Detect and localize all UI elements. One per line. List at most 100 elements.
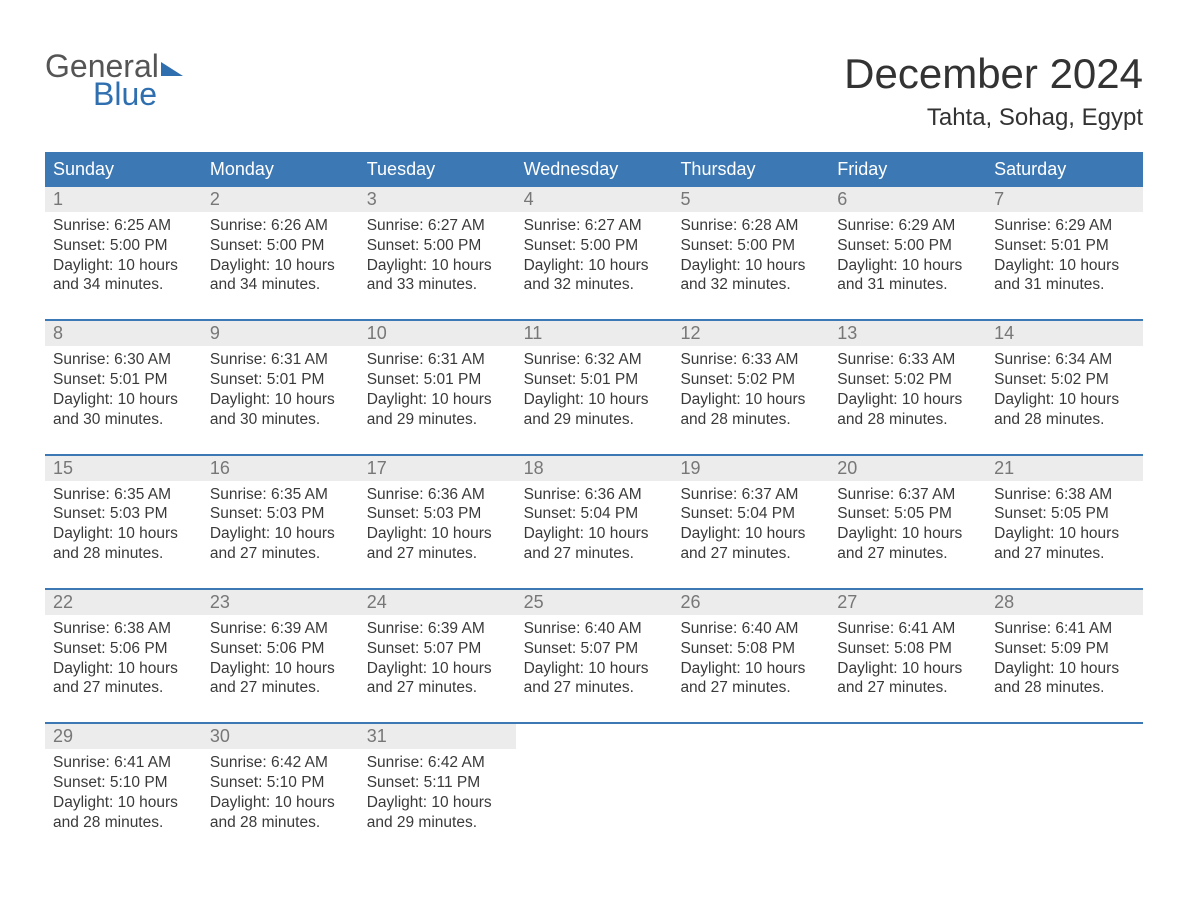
calendar-day: 5Sunrise: 6:28 AMSunset: 5:00 PMDaylight…	[672, 187, 829, 307]
sunrise-line: Sunrise: 6:31 AM	[367, 350, 508, 370]
day-details: Sunrise: 6:36 AMSunset: 5:04 PMDaylight:…	[516, 481, 673, 564]
sunset-line: Sunset: 5:09 PM	[994, 639, 1135, 659]
day-of-week-label: Saturday	[986, 152, 1143, 187]
daylight-line: Daylight: 10 hours and 27 minutes.	[524, 659, 665, 699]
sunset-line: Sunset: 5:00 PM	[680, 236, 821, 256]
calendar-day: 17Sunrise: 6:36 AMSunset: 5:03 PMDayligh…	[359, 456, 516, 576]
calendar-day: 24Sunrise: 6:39 AMSunset: 5:07 PMDayligh…	[359, 590, 516, 710]
daylight-line: Daylight: 10 hours and 27 minutes.	[680, 524, 821, 564]
day-details: Sunrise: 6:33 AMSunset: 5:02 PMDaylight:…	[672, 346, 829, 429]
sunset-line: Sunset: 5:03 PM	[53, 504, 194, 524]
calendar-day: 14Sunrise: 6:34 AMSunset: 5:02 PMDayligh…	[986, 321, 1143, 441]
calendar: SundayMondayTuesdayWednesdayThursdayFrid…	[45, 152, 1143, 845]
calendar-day: 26Sunrise: 6:40 AMSunset: 5:08 PMDayligh…	[672, 590, 829, 710]
day-number	[672, 724, 829, 749]
day-number: 11	[516, 321, 673, 346]
calendar-day: 16Sunrise: 6:35 AMSunset: 5:03 PMDayligh…	[202, 456, 359, 576]
day-number: 18	[516, 456, 673, 481]
daylight-line: Daylight: 10 hours and 29 minutes.	[524, 390, 665, 430]
day-number: 31	[359, 724, 516, 749]
sunrise-line: Sunrise: 6:29 AM	[837, 216, 978, 236]
daylight-line: Daylight: 10 hours and 34 minutes.	[210, 256, 351, 296]
daylight-line: Daylight: 10 hours and 27 minutes.	[367, 524, 508, 564]
week-row: 29Sunrise: 6:41 AMSunset: 5:10 PMDayligh…	[45, 722, 1143, 844]
calendar-day: 12Sunrise: 6:33 AMSunset: 5:02 PMDayligh…	[672, 321, 829, 441]
day-number: 17	[359, 456, 516, 481]
day-number: 10	[359, 321, 516, 346]
sunset-line: Sunset: 5:11 PM	[367, 773, 508, 793]
day-number: 24	[359, 590, 516, 615]
calendar-day: 20Sunrise: 6:37 AMSunset: 5:05 PMDayligh…	[829, 456, 986, 576]
day-details: Sunrise: 6:28 AMSunset: 5:00 PMDaylight:…	[672, 212, 829, 295]
day-details: Sunrise: 6:25 AMSunset: 5:00 PMDaylight:…	[45, 212, 202, 295]
day-of-week-header: SundayMondayTuesdayWednesdayThursdayFrid…	[45, 152, 1143, 187]
day-number: 30	[202, 724, 359, 749]
sunrise-line: Sunrise: 6:39 AM	[210, 619, 351, 639]
day-details: Sunrise: 6:37 AMSunset: 5:05 PMDaylight:…	[829, 481, 986, 564]
sunset-line: Sunset: 5:01 PM	[210, 370, 351, 390]
daylight-line: Daylight: 10 hours and 28 minutes.	[53, 793, 194, 833]
day-details: Sunrise: 6:38 AMSunset: 5:06 PMDaylight:…	[45, 615, 202, 698]
sunrise-line: Sunrise: 6:41 AM	[837, 619, 978, 639]
day-details: Sunrise: 6:27 AMSunset: 5:00 PMDaylight:…	[359, 212, 516, 295]
day-number: 22	[45, 590, 202, 615]
sunset-line: Sunset: 5:07 PM	[367, 639, 508, 659]
calendar-day: 9Sunrise: 6:31 AMSunset: 5:01 PMDaylight…	[202, 321, 359, 441]
sunset-line: Sunset: 5:02 PM	[837, 370, 978, 390]
daylight-line: Daylight: 10 hours and 30 minutes.	[210, 390, 351, 430]
sunset-line: Sunset: 5:01 PM	[994, 236, 1135, 256]
day-details: Sunrise: 6:39 AMSunset: 5:07 PMDaylight:…	[359, 615, 516, 698]
title-block: December 2024 Tahta, Sohag, Egypt	[844, 50, 1143, 132]
daylight-line: Daylight: 10 hours and 27 minutes.	[210, 524, 351, 564]
sunrise-line: Sunrise: 6:36 AM	[367, 485, 508, 505]
day-number: 8	[45, 321, 202, 346]
sunrise-line: Sunrise: 6:35 AM	[53, 485, 194, 505]
daylight-line: Daylight: 10 hours and 31 minutes.	[994, 256, 1135, 296]
day-of-week-label: Tuesday	[359, 152, 516, 187]
location: Tahta, Sohag, Egypt	[844, 104, 1143, 132]
day-details: Sunrise: 6:42 AMSunset: 5:10 PMDaylight:…	[202, 749, 359, 832]
day-of-week-label: Sunday	[45, 152, 202, 187]
day-details: Sunrise: 6:29 AMSunset: 5:00 PMDaylight:…	[829, 212, 986, 295]
day-number	[829, 724, 986, 749]
sunrise-line: Sunrise: 6:37 AM	[680, 485, 821, 505]
sunrise-line: Sunrise: 6:33 AM	[680, 350, 821, 370]
day-of-week-label: Thursday	[672, 152, 829, 187]
day-number: 28	[986, 590, 1143, 615]
day-details: Sunrise: 6:36 AMSunset: 5:03 PMDaylight:…	[359, 481, 516, 564]
calendar-day: 18Sunrise: 6:36 AMSunset: 5:04 PMDayligh…	[516, 456, 673, 576]
calendar-day: 22Sunrise: 6:38 AMSunset: 5:06 PMDayligh…	[45, 590, 202, 710]
sunset-line: Sunset: 5:01 PM	[53, 370, 194, 390]
sunrise-line: Sunrise: 6:38 AM	[994, 485, 1135, 505]
day-number: 14	[986, 321, 1143, 346]
sunset-line: Sunset: 5:04 PM	[524, 504, 665, 524]
logo: General Blue	[45, 50, 183, 110]
sunrise-line: Sunrise: 6:42 AM	[210, 753, 351, 773]
day-details: Sunrise: 6:32 AMSunset: 5:01 PMDaylight:…	[516, 346, 673, 429]
day-number: 15	[45, 456, 202, 481]
daylight-line: Daylight: 10 hours and 31 minutes.	[837, 256, 978, 296]
daylight-line: Daylight: 10 hours and 29 minutes.	[367, 793, 508, 833]
day-details: Sunrise: 6:40 AMSunset: 5:07 PMDaylight:…	[516, 615, 673, 698]
sunrise-line: Sunrise: 6:30 AM	[53, 350, 194, 370]
day-number: 23	[202, 590, 359, 615]
sunrise-line: Sunrise: 6:29 AM	[994, 216, 1135, 236]
day-details: Sunrise: 6:39 AMSunset: 5:06 PMDaylight:…	[202, 615, 359, 698]
sunset-line: Sunset: 5:01 PM	[367, 370, 508, 390]
daylight-line: Daylight: 10 hours and 28 minutes.	[680, 390, 821, 430]
day-number: 16	[202, 456, 359, 481]
daylight-line: Daylight: 10 hours and 34 minutes.	[53, 256, 194, 296]
sunrise-line: Sunrise: 6:38 AM	[53, 619, 194, 639]
daylight-line: Daylight: 10 hours and 28 minutes.	[210, 793, 351, 833]
daylight-line: Daylight: 10 hours and 27 minutes.	[53, 659, 194, 699]
day-number: 29	[45, 724, 202, 749]
month-title: December 2024	[844, 50, 1143, 98]
calendar-day: 28Sunrise: 6:41 AMSunset: 5:09 PMDayligh…	[986, 590, 1143, 710]
day-details: Sunrise: 6:26 AMSunset: 5:00 PMDaylight:…	[202, 212, 359, 295]
sunrise-line: Sunrise: 6:32 AM	[524, 350, 665, 370]
daylight-line: Daylight: 10 hours and 32 minutes.	[524, 256, 665, 296]
sunrise-line: Sunrise: 6:25 AM	[53, 216, 194, 236]
day-number: 13	[829, 321, 986, 346]
day-details: Sunrise: 6:33 AMSunset: 5:02 PMDaylight:…	[829, 346, 986, 429]
daylight-line: Daylight: 10 hours and 27 minutes.	[837, 659, 978, 699]
